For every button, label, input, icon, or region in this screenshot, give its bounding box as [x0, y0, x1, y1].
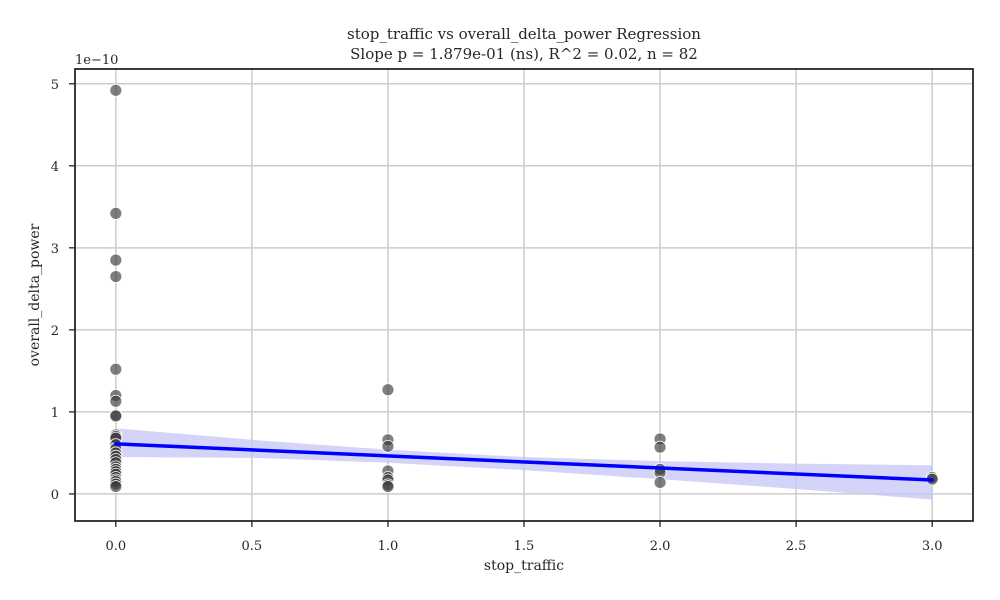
- regression-line-layer: [114, 442, 934, 482]
- axis-ticks: 0.0 0.5 1.0 1.5 2.0 2.5 3.0 0 1 2 3 4 5: [51, 78, 943, 554]
- data-point: [109, 253, 123, 267]
- x-tick-label: 0.0: [105, 539, 126, 554]
- x-tick-label: 3.0: [922, 539, 943, 554]
- grid: [75, 69, 973, 521]
- data-point: [109, 362, 123, 376]
- data-point: [381, 383, 395, 397]
- confidence-band: [115, 428, 933, 500]
- x-tick-label: 2.0: [650, 539, 671, 554]
- y-tick-label: 1: [51, 406, 59, 421]
- data-point: [109, 270, 123, 283]
- data-point: [109, 83, 123, 97]
- y-tick-label: 2: [51, 324, 59, 339]
- y-tick-label: 5: [51, 78, 59, 93]
- data-point: [109, 480, 123, 493]
- data-point: [381, 480, 395, 493]
- data-point: [109, 394, 123, 408]
- data-point: [653, 440, 667, 454]
- confidence-band-layer: [115, 428, 933, 500]
- y-tick-label: 0: [51, 488, 59, 503]
- x-tick-label: 0.5: [242, 539, 263, 554]
- regression-line: [114, 442, 934, 482]
- chart-title: stop_traffic vs overall_delta_power Regr…: [347, 25, 701, 43]
- y-axis-label: overall_delta_power: [27, 223, 43, 366]
- y-tick-label: 3: [51, 242, 59, 257]
- x-tick-label: 2.5: [786, 539, 807, 554]
- data-point: [653, 476, 667, 489]
- x-tick-label: 1.0: [378, 539, 399, 554]
- scatter-points: [109, 83, 939, 493]
- x-tick-label: 1.5: [514, 539, 535, 554]
- y-offset-label: 1e−10: [75, 53, 118, 68]
- chart-subtitle: Slope p = 1.879e-01 (ns), R^2 = 0.02, n …: [350, 45, 698, 63]
- data-point: [109, 409, 123, 423]
- x-axis-label: stop_traffic: [484, 558, 564, 574]
- data-point: [109, 206, 123, 220]
- y-tick-label: 4: [51, 160, 59, 175]
- data-point: [381, 439, 395, 453]
